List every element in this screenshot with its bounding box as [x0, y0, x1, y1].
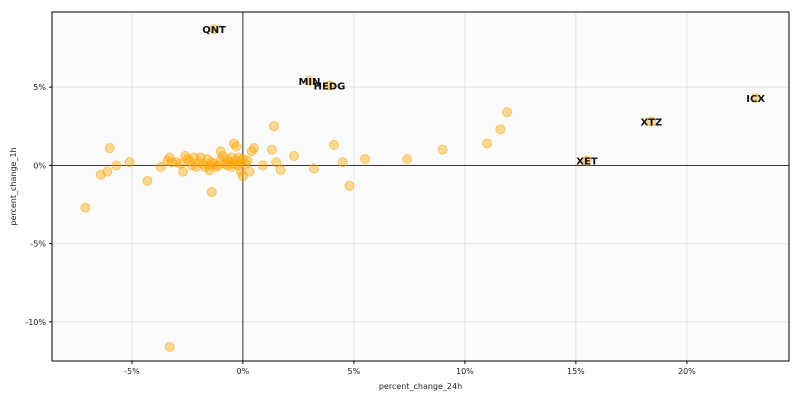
data-point: [249, 143, 260, 154]
data-point: [209, 24, 220, 35]
data-point: [155, 161, 166, 172]
data-point: [80, 202, 91, 213]
data-point: [237, 171, 248, 182]
data-point: [206, 186, 217, 197]
data-point: [337, 157, 348, 168]
data-point: [175, 158, 186, 169]
y-tick-label: 0%: [33, 161, 46, 170]
y-axis-title: percent_change_1h: [9, 147, 18, 225]
data-point: [308, 163, 319, 174]
data-point: [581, 155, 592, 166]
x-tick-label: 5%: [348, 367, 361, 376]
data-point: [328, 140, 339, 151]
data-point: [271, 157, 282, 168]
data-point: [275, 165, 286, 176]
x-tick-label: -5%: [124, 367, 140, 376]
data-point: [244, 166, 255, 177]
y-axis-ticks: -10% -5% 0% 5%: [25, 83, 52, 327]
data-point: [288, 150, 299, 161]
x-tick-label: 0%: [237, 367, 250, 376]
data-point: [646, 116, 657, 127]
point-label: ICX: [746, 94, 765, 105]
data-point: [360, 154, 371, 165]
plot-frame: [51, 11, 790, 362]
point-label: XET: [576, 157, 598, 168]
data-points: [80, 24, 761, 352]
data-point: [304, 75, 315, 86]
data-point: [502, 107, 513, 118]
x-tick-label: 10%: [456, 367, 474, 376]
point-label: MIN: [298, 77, 320, 88]
point-label: HEDG: [314, 82, 346, 93]
data-point: [102, 166, 113, 177]
x-tick-label: 15%: [567, 367, 585, 376]
data-point: [142, 176, 153, 187]
data-point: [266, 144, 277, 155]
x-tick-label: 20%: [678, 367, 696, 376]
data-point: [324, 80, 335, 91]
data-point: [231, 141, 242, 152]
data-point: [750, 93, 761, 104]
y-tick-label: 5%: [33, 83, 46, 92]
x-axis-ticks: -5% 0% 5% 10% 15% 20%: [124, 361, 696, 376]
data-point: [495, 124, 506, 135]
data-point: [482, 138, 493, 149]
data-point: [268, 121, 279, 132]
y-tick-label: -10%: [25, 318, 46, 327]
data-point: [124, 157, 135, 168]
data-point: [177, 166, 188, 177]
data-point: [104, 143, 115, 154]
y-tick-label: -5%: [30, 240, 46, 249]
point-label: XTZ: [640, 118, 662, 129]
data-point: [257, 160, 268, 171]
data-point: [164, 341, 175, 352]
data-point: [344, 180, 355, 191]
data-point: [402, 154, 413, 165]
data-point: [437, 144, 448, 155]
plot-background: [52, 12, 789, 361]
point-label: QNT: [202, 25, 226, 36]
x-axis-title: percent_change_24h: [379, 382, 462, 391]
data-point: [164, 152, 175, 163]
data-point: [242, 155, 253, 166]
data-point: [111, 160, 122, 171]
